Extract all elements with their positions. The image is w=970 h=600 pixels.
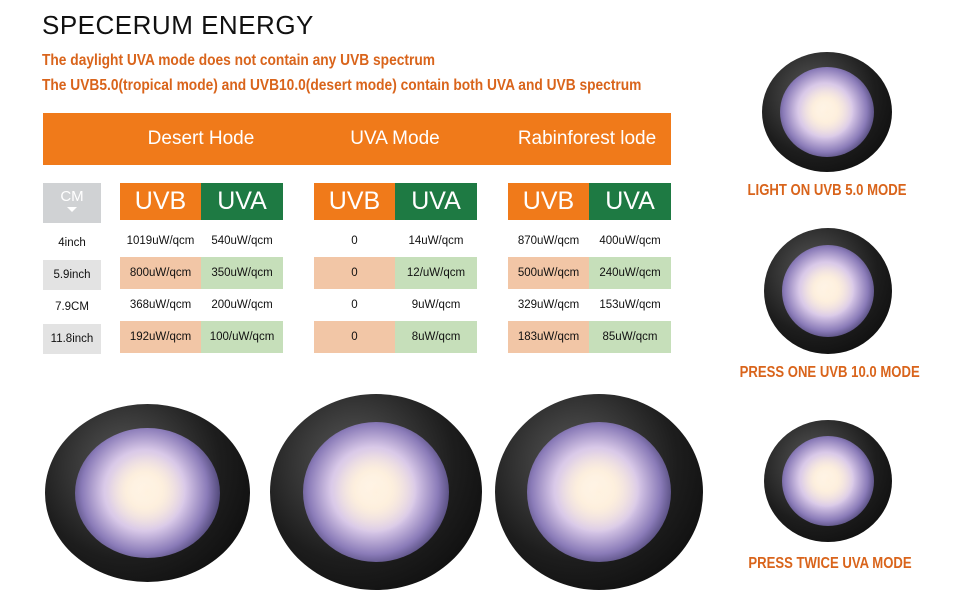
lamp-photo-uva-mode: [764, 420, 892, 542]
rainforest-uvb-2: 500uW/qcm: [508, 257, 589, 289]
uva-header: UVA: [395, 183, 477, 220]
rainforest-header: UVB UVA: [508, 183, 671, 220]
uvamode-uvb-4: 0: [314, 321, 395, 353]
desert-uva-4: 100/uW/qcm: [201, 321, 283, 353]
distance-row-1: 4inch: [43, 228, 101, 258]
distance-row-4: 11.8inch: [43, 324, 101, 354]
uvb-header: UVB: [508, 183, 589, 220]
mode-header-band: Desert Hode UVA Mode Rabinforest lode: [43, 113, 671, 165]
desert-uvb-3: 368uW/qcm: [129, 299, 192, 311]
mode-uva: UVA Mode: [350, 128, 440, 149]
uva-mode-header: UVB UVA: [314, 183, 477, 220]
desert-header: UVB UVA: [120, 183, 283, 220]
rainforest-uva-3: 153uW/qcm: [599, 299, 661, 311]
distance-column: CM 4inch 5.9inch 7.9CM 11.8inch: [43, 183, 101, 355]
desert-uvb-1: 1019uW/qcm: [126, 235, 195, 247]
uvb-header: UVB: [120, 183, 201, 220]
rainforest-uvb-1: 870uW/qcm: [517, 235, 580, 247]
lamp-photo-desert: [45, 404, 250, 582]
chevron-down-icon: [67, 207, 77, 212]
rainforest-uva-4: 85uW/qcm: [589, 321, 671, 353]
desert-uva-1: 540uW/qcm: [211, 235, 273, 247]
subtitle-uvb: The UVB5.0(tropical mode) and UVB10.0(de…: [42, 77, 642, 94]
uvamode-uva-4: 8uW/qcm: [395, 321, 477, 353]
uvamode-uvb-2: 0: [314, 257, 395, 289]
lamp-photo-uvb5: [762, 52, 892, 172]
mode-desert: Desert Hode: [147, 128, 255, 149]
uvamode-uva-2: 12/uW/qcm: [395, 257, 477, 289]
lamp-photo-rainforest: [495, 394, 703, 590]
rainforest-uvb-4: 183uW/qcm: [508, 321, 589, 353]
desert-uvb-4: 192uW/qcm: [120, 321, 201, 353]
uvamode-uva-1: 14uW/qcm: [408, 235, 464, 247]
uvamode-uvb-1: 0: [351, 235, 358, 247]
rainforest-uva-1: 400uW/qcm: [599, 235, 661, 247]
desert-uva-2: 350uW/qcm: [201, 257, 283, 289]
uvb-header: UVB: [314, 183, 395, 220]
page-title: SPECERUM ENERGY: [42, 10, 314, 40]
caption-uvb5: LIGHT ON UVB 5.0 MODE: [747, 182, 907, 199]
uvamode-uvb-3: 0: [351, 299, 358, 311]
mode-rainforest: Rabinforest lode: [517, 128, 657, 149]
rainforest-uva-2: 240uW/qcm: [589, 257, 671, 289]
lamp-photo-uva: [270, 394, 482, 590]
cm-header: CM: [43, 183, 101, 223]
uva-header: UVA: [201, 183, 283, 220]
caption-uvb10: PRESS ONE UVB 10.0 MODE: [739, 364, 920, 381]
caption-uva-mode: PRESS TWICE UVA MODE: [748, 555, 912, 572]
rainforest-uvb-3: 329uW/qcm: [517, 299, 580, 311]
distance-row-3: 7.9CM: [43, 292, 101, 322]
desert-uva-3: 200uW/qcm: [211, 299, 273, 311]
desert-uvb-2: 800uW/qcm: [120, 257, 201, 289]
uvamode-uva-3: 9uW/qcm: [411, 299, 461, 311]
subtitle-uva: The daylight UVA mode does not contain a…: [42, 52, 435, 69]
cm-label: CM: [60, 188, 84, 205]
lamp-photo-uvb10: [764, 228, 892, 354]
uva-header: UVA: [589, 183, 671, 220]
distance-row-2: 5.9inch: [43, 260, 101, 290]
